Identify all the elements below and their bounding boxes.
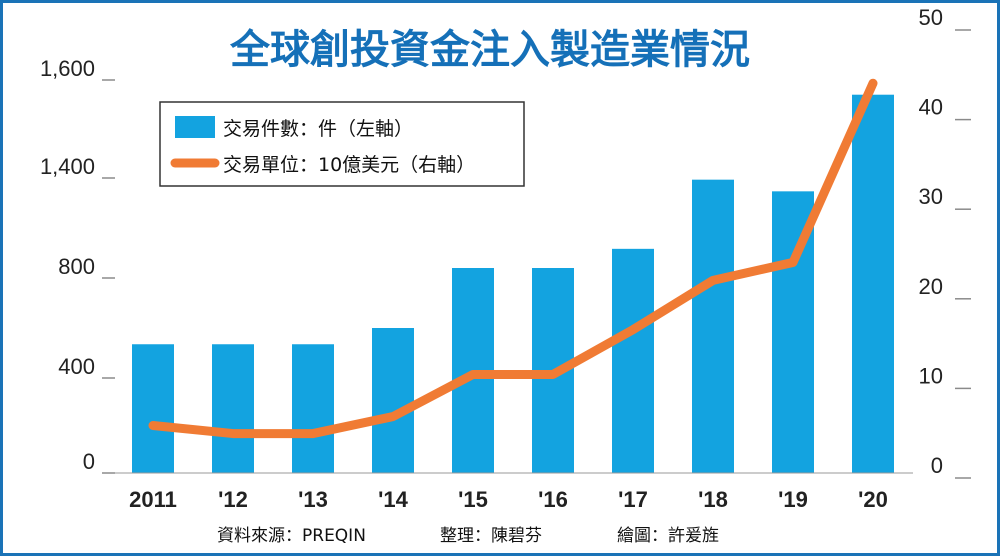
x-tick-label: '18 [698, 487, 728, 512]
right-tick-label: 50 [919, 5, 943, 30]
line-point [392, 415, 394, 418]
line-point [872, 82, 874, 85]
legend-swatch-bar [175, 116, 215, 138]
left-tick-label: 1,600 [40, 56, 95, 81]
bar [212, 344, 254, 473]
legend: 交易件數：件（左軸） 交易單位：10億美元（右軸） [159, 101, 525, 187]
illustrator-credit: 繪圖：許爰旌 [617, 526, 719, 546]
left-tick-label: 1,400 [40, 154, 95, 179]
right-tick-label: 30 [919, 184, 943, 209]
line-point [712, 279, 714, 282]
line-point [552, 373, 554, 376]
legend-box [159, 101, 525, 187]
left-tick-label: 800 [58, 254, 95, 279]
line-point [312, 432, 314, 435]
right-tick-label: 10 [919, 363, 943, 388]
bar [372, 328, 414, 473]
line-point [232, 432, 234, 435]
line-point [792, 261, 794, 264]
x-tick-label: '12 [218, 487, 248, 512]
x-tick-label: '17 [618, 487, 648, 512]
editor-credit: 整理：陳碧芬 [440, 526, 542, 546]
bar [292, 344, 334, 473]
right-axis: 0 10 20 30 40 50 [919, 5, 971, 479]
x-tick-label: '20 [858, 487, 888, 512]
right-tick-label: 20 [919, 274, 943, 299]
x-tick-label: '14 [378, 487, 408, 512]
x-tick-label: '13 [298, 487, 328, 512]
line-point [472, 373, 474, 376]
left-axis: 0 400 800 1,400 1,600 [40, 56, 115, 474]
left-tick-label: 0 [83, 449, 95, 474]
x-tick-label: '16 [538, 487, 568, 512]
source-credit: 資料來源：PREQIN [217, 526, 366, 546]
bar [612, 248, 654, 473]
x-tick-label: '19 [778, 487, 808, 512]
line-point [152, 424, 154, 427]
right-tick-label: 40 [919, 95, 943, 120]
legend-label-bar: 交易件數：件（左軸） [223, 118, 413, 140]
right-tick-label: 0 [931, 453, 943, 478]
chart: 全球創投資金注入製造業情況 0 400 800 1,400 1,600 0 10 20 30 4… [40, 5, 971, 546]
bar [132, 344, 174, 473]
x-tick-label: 2011 [129, 487, 177, 512]
x-axis: 2011 '12 '13 '14 '15 '16 '17 '18 '19 '20 [129, 487, 888, 512]
line-point [632, 328, 634, 331]
line-series [148, 78, 878, 439]
line-layer [148, 78, 878, 439]
bar [692, 179, 734, 473]
chart-title: 全球創投資金注入製造業情況 [229, 27, 750, 73]
legend-label-line: 交易單位：10億美元（右軸） [223, 154, 475, 176]
bar [852, 94, 894, 473]
left-tick-label: 400 [58, 354, 95, 379]
x-tick-label: '15 [458, 487, 488, 512]
